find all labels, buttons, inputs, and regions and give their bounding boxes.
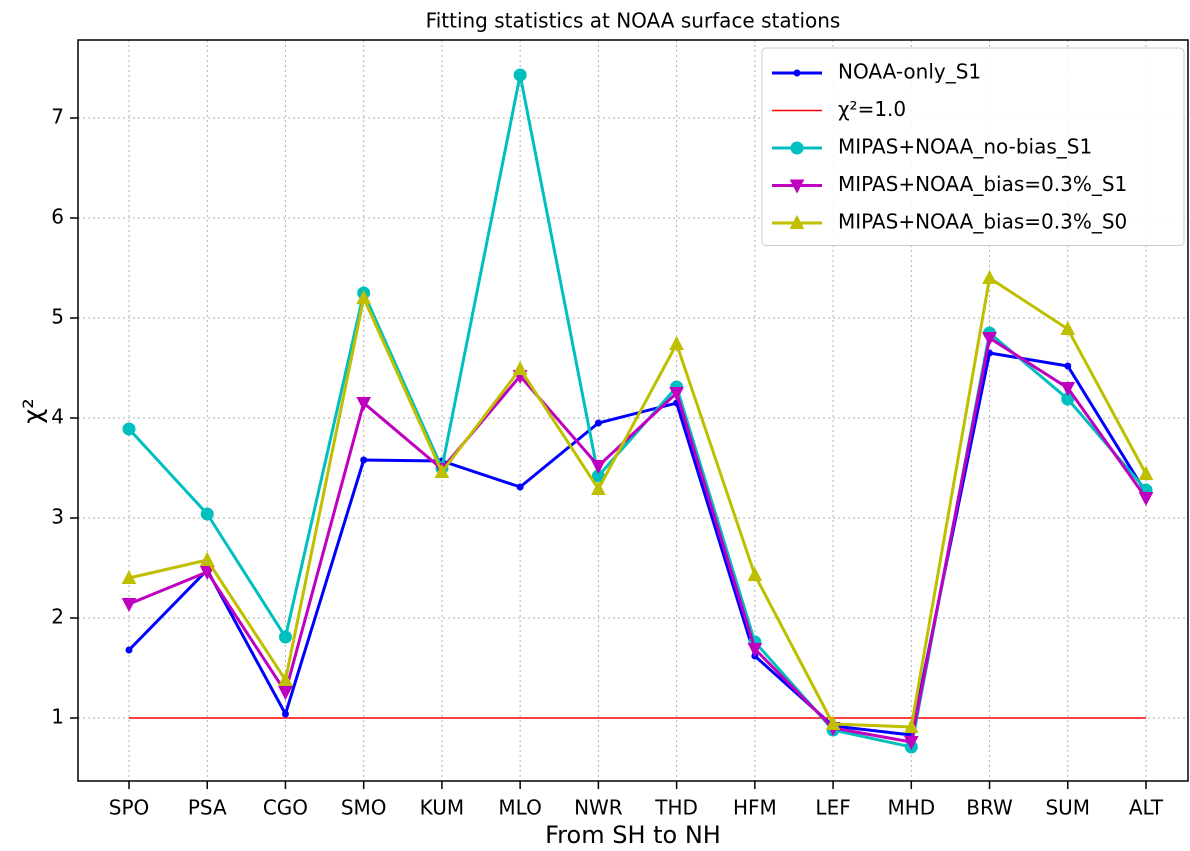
marker <box>903 718 919 733</box>
legend-label: NOAA-only_S1 <box>838 60 981 84</box>
marker <box>278 671 293 686</box>
x-tick-label: KUM <box>420 796 464 820</box>
marker <box>825 715 841 730</box>
marker <box>1064 362 1072 370</box>
marker <box>789 214 805 229</box>
x-tick-label: SMO <box>341 796 387 820</box>
marker <box>434 463 450 478</box>
marker <box>1138 492 1154 507</box>
marker <box>278 686 293 701</box>
marker <box>747 566 763 581</box>
chart-title: Fitting statistics at NOAA surface stati… <box>426 9 841 33</box>
y-tick-label: 3 <box>51 505 64 529</box>
marker <box>512 360 528 375</box>
x-tick-label: SPO <box>109 796 150 820</box>
marker <box>121 569 137 584</box>
x-tick-label: MLO <box>498 796 541 820</box>
marker <box>1060 382 1076 397</box>
marker <box>1060 320 1076 335</box>
plot-frame <box>77 39 1189 782</box>
series-line <box>128 275 1148 729</box>
marker <box>125 646 133 654</box>
marker <box>747 643 763 658</box>
marker <box>982 269 997 284</box>
marker <box>982 332 997 347</box>
marker <box>669 387 684 402</box>
marker <box>591 460 606 475</box>
x-tick-label: PSA <box>188 796 227 820</box>
marker <box>281 710 289 718</box>
marker <box>360 456 368 464</box>
x-tick-label: NWR <box>574 796 623 820</box>
marker <box>790 141 804 155</box>
marker <box>513 68 527 82</box>
marker <box>516 483 524 491</box>
marker <box>669 335 684 350</box>
legend-label: MIPAS+NOAA_no-bias_S1 <box>838 135 1092 159</box>
y-tick-label: 2 <box>51 605 64 629</box>
marker <box>200 507 214 521</box>
legend-label: MIPAS+NOAA_bias=0.3%_S1 <box>838 172 1127 196</box>
marker <box>591 480 606 495</box>
x-tick-label: CGO <box>263 796 308 820</box>
marker <box>278 630 292 644</box>
x-tick-label: HFM <box>733 796 777 820</box>
x-tick-label: ALT <box>1129 796 1164 820</box>
x-tick-label: LEF <box>815 796 850 820</box>
y-tick-label: 6 <box>51 205 64 229</box>
legend-label: χ²=1.0 <box>838 97 906 121</box>
legend-box <box>761 47 1185 246</box>
marker <box>356 289 372 304</box>
x-axis-label: From SH to NH <box>545 821 721 849</box>
marker <box>121 598 137 613</box>
x-tick-label: MHD <box>887 796 935 820</box>
marker <box>789 179 805 194</box>
series-line <box>128 335 1148 744</box>
x-tick-label: BRW <box>966 796 1013 820</box>
y-tick-label: 7 <box>51 105 64 129</box>
y-tick-label: 1 <box>51 705 64 729</box>
marker <box>356 397 372 412</box>
x-tick-label: SUM <box>1045 796 1090 820</box>
y-tick-label: 4 <box>51 405 64 429</box>
marker <box>594 419 602 427</box>
marker <box>1138 465 1154 480</box>
marker <box>903 736 919 751</box>
marker <box>122 422 136 436</box>
y-tick-label: 5 <box>51 305 64 329</box>
legend-label: MIPAS+NOAA_bias=0.3%_S0 <box>838 210 1127 234</box>
series-line <box>127 351 1148 737</box>
marker <box>199 551 215 566</box>
marker <box>199 566 215 581</box>
x-tick-label: THD <box>654 796 698 820</box>
y-axis-label: χ² <box>19 398 49 423</box>
marker <box>793 69 801 77</box>
